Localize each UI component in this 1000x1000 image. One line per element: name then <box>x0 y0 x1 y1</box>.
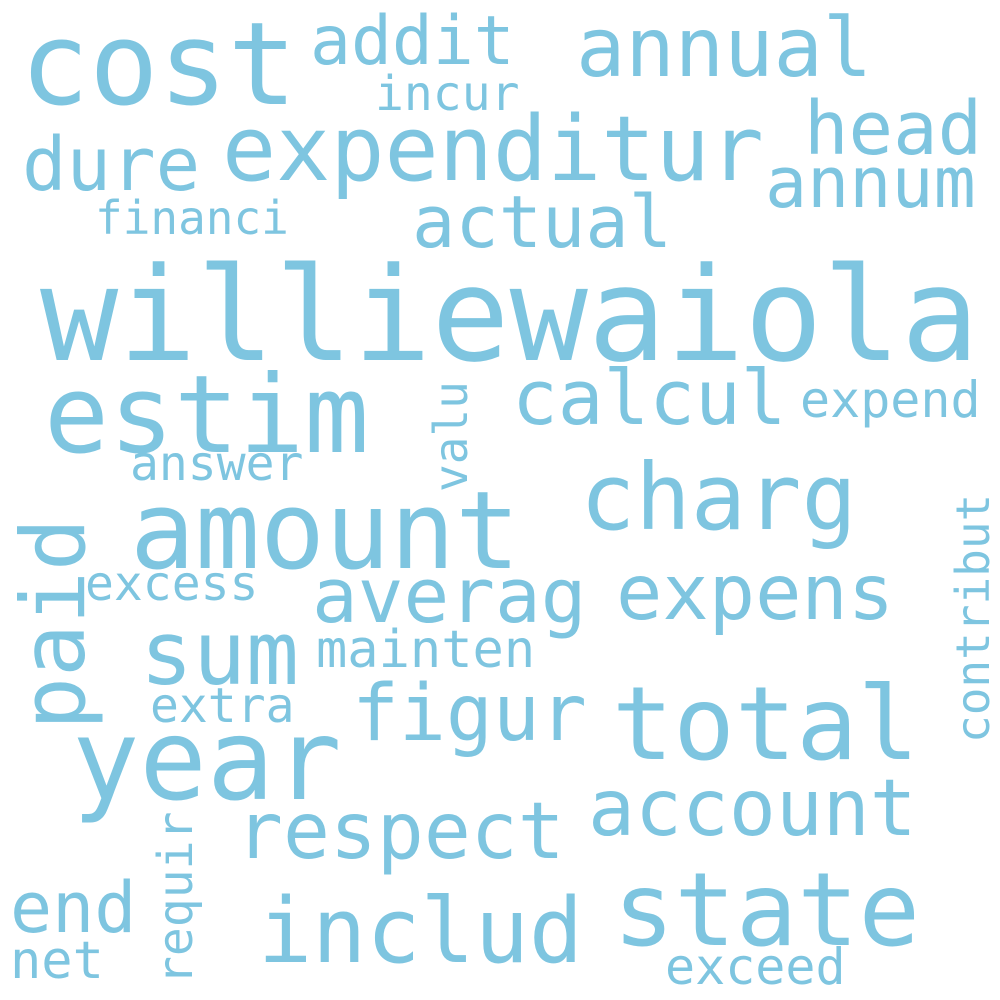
word-respect: respect <box>236 787 565 877</box>
word-valu: valu <box>424 381 478 492</box>
word-calcul: calcul <box>512 353 787 442</box>
word-includ: includ <box>258 879 584 984</box>
word-year: year <box>72 696 342 826</box>
word-incur: incur <box>375 66 520 122</box>
word-exceed: exceed <box>665 938 846 996</box>
word-mainten: mainten <box>316 620 536 680</box>
word-annum: annum <box>765 142 976 224</box>
word-net: net <box>10 931 104 991</box>
word-financi: financi <box>95 191 289 245</box>
word-sum: sum <box>140 602 299 705</box>
word-averag: averag <box>312 551 587 640</box>
word-answer: answer <box>130 436 304 492</box>
word-extra: extra <box>150 678 295 734</box>
word-paid: paid <box>2 518 105 730</box>
word-figur: figur <box>352 669 587 759</box>
word-expens: expens <box>616 549 895 638</box>
word-amount: amount <box>130 469 521 594</box>
word-requir: requir <box>148 811 204 985</box>
word-charg: charg <box>580 444 857 551</box>
word-contribut: contribut <box>946 493 1000 743</box>
word-account: account <box>588 764 917 854</box>
word-end: end <box>10 867 137 949</box>
word-estim: estim <box>44 353 370 478</box>
word-actual: actual <box>412 180 673 264</box>
word-dure: dure <box>22 122 201 208</box>
word-total: total <box>612 665 920 784</box>
word-excess: excess <box>85 556 259 612</box>
word-cost: cost <box>20 0 297 132</box>
word-williewaiola: williewaiola <box>40 239 980 391</box>
word-expenditur: expenditur <box>222 97 764 202</box>
word-addit: addit <box>310 2 515 81</box>
word-state: state <box>613 851 921 970</box>
word-expend: expend <box>800 371 981 429</box>
word-head: head <box>804 86 983 172</box>
word-annual: annual <box>576 1 873 96</box>
